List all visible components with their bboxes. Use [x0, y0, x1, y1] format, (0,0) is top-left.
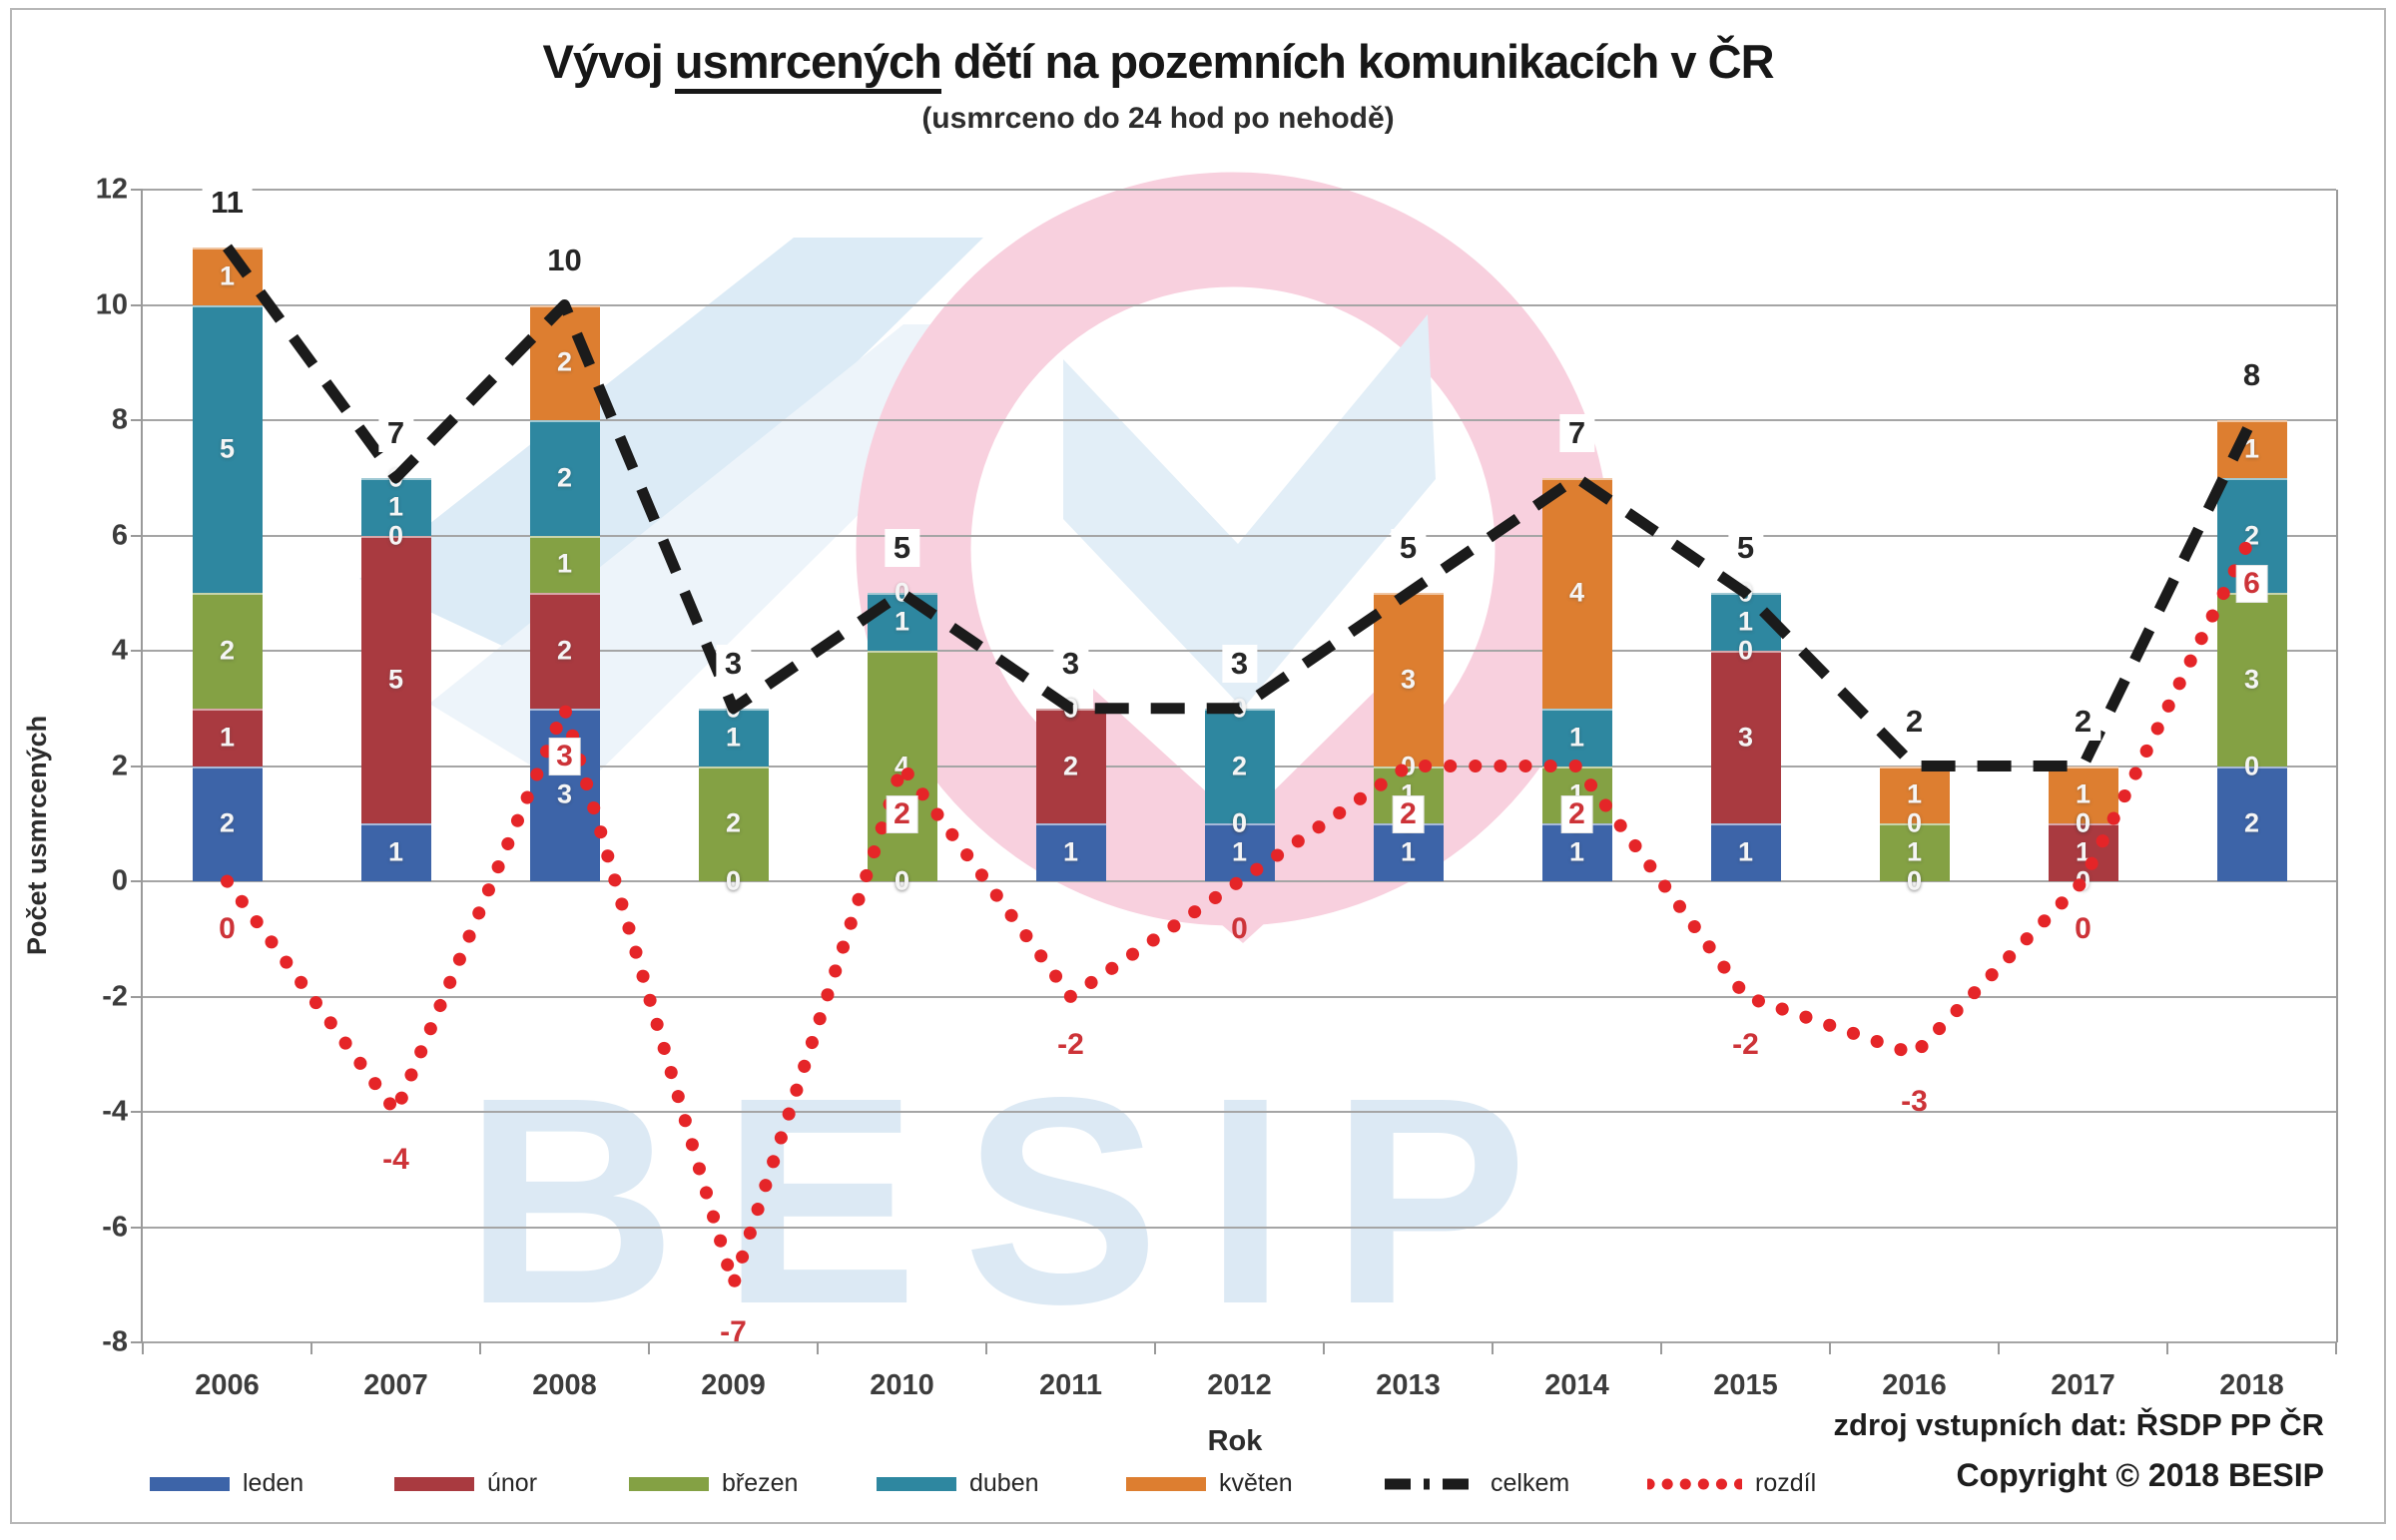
chart-frame: [10, 8, 2386, 1524]
